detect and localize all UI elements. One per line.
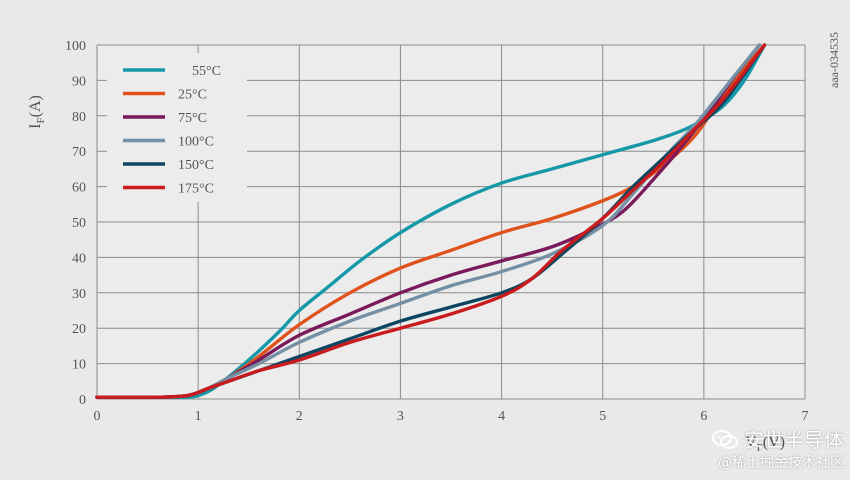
y-tick-label: 100 xyxy=(65,39,86,54)
y-axis-label: IF(A) xyxy=(27,95,47,129)
legend-label-3: 100°C xyxy=(178,135,214,150)
watermark-brand-text: 安世半导体 xyxy=(744,428,844,452)
x-tick-label: 4 xyxy=(498,409,505,424)
x-tick-label: 7 xyxy=(802,409,809,424)
legend-label-5: 175°C xyxy=(178,182,214,197)
x-tick-label: 6 xyxy=(700,409,707,424)
series-layer xyxy=(95,43,767,400)
x-tick-label: 0 xyxy=(94,409,101,424)
y-tick-label: 30 xyxy=(72,287,86,302)
x-axis-label: VF(V) xyxy=(745,434,785,454)
y-tick-label: 0 xyxy=(79,393,86,408)
watermark-sub: @稀土掘金技术社区 xyxy=(718,455,844,471)
axis-labels: IF(A) VF(V) aaa-034535 xyxy=(27,32,841,454)
legend-label-1: 25°C xyxy=(178,88,207,103)
figure-id-annotation: aaa-034535 xyxy=(827,32,841,88)
y-tick-label: 10 xyxy=(72,358,86,373)
legend: 55°C 25°C 75°C 100°C 150°C 175°C xyxy=(107,53,247,202)
x-tick-label: 1 xyxy=(195,409,202,424)
wechat-icon xyxy=(712,430,738,449)
y-tick-label: 60 xyxy=(72,181,86,196)
series-line-5 xyxy=(95,43,767,400)
x-tick-label: 3 xyxy=(397,409,404,424)
watermark: 安世半导体 @稀土掘金技术社区 xyxy=(712,428,844,472)
y-tick-label: 50 xyxy=(72,216,86,231)
legend-label-4: 150°C xyxy=(178,158,214,173)
x-tick-label: 5 xyxy=(599,409,606,424)
x-tick-label: 2 xyxy=(296,409,303,424)
legend-label-0: 55°C xyxy=(178,64,221,79)
y-tick-label: 70 xyxy=(72,145,86,160)
watermark-brand: 安世半导体 xyxy=(712,428,844,452)
legend-label-2: 75°C xyxy=(178,111,207,126)
legend-box xyxy=(107,53,247,202)
y-tick-label: 80 xyxy=(72,110,86,125)
y-tick-label: 90 xyxy=(72,74,86,89)
y-tick-label: 40 xyxy=(72,251,86,266)
y-tick-label: 20 xyxy=(72,322,86,337)
